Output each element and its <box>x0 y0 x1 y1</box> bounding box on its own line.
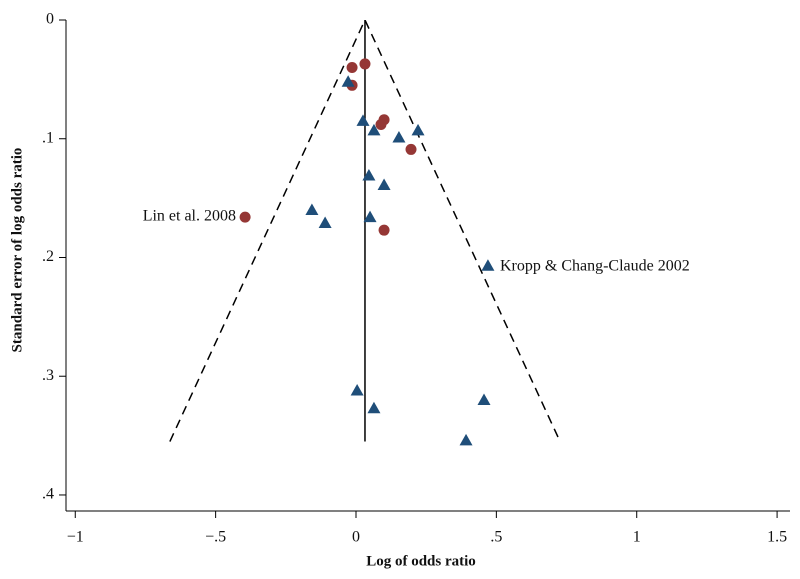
triangle-point <box>459 433 473 446</box>
x-tick-label: −1 <box>67 529 84 546</box>
triangle-point <box>350 383 364 396</box>
funnel-line <box>169 18 561 442</box>
x-tick-label: −.5 <box>205 529 226 546</box>
y-tick-label: .4 <box>42 486 54 503</box>
y-tick-label: 0 <box>46 11 54 28</box>
x-tick-label: 0 <box>352 529 360 546</box>
triangle-point <box>363 210 377 223</box>
y-tick-label: .1 <box>42 129 54 146</box>
circle-point <box>239 211 251 223</box>
triangle-point <box>356 114 370 126</box>
x-tick-label: 1 <box>633 529 641 546</box>
circle-point <box>375 118 387 130</box>
triangle-point <box>362 169 376 181</box>
circle-point <box>346 61 358 73</box>
triangle-point <box>367 123 381 136</box>
y-tick-label: .3 <box>42 367 54 384</box>
circle-point <box>378 224 390 236</box>
triangle-point <box>367 401 381 414</box>
triangle-point <box>341 75 355 87</box>
y-axis-title: Standard error of log odds ratio <box>9 148 25 353</box>
triangle-point <box>377 178 391 191</box>
triangle-point <box>318 216 332 229</box>
triangle-point <box>305 203 319 215</box>
x-tick-label: 1.5 <box>767 529 787 546</box>
annotation: Lin et al. 2008 <box>143 208 236 225</box>
triangle-point <box>477 393 491 405</box>
triangle-point <box>392 131 406 143</box>
annotation: Kropp & Chang-Claude 2002 <box>500 258 690 275</box>
x-tick-label: .5 <box>490 529 502 546</box>
triangle-point <box>481 259 495 271</box>
triangle-point <box>411 123 425 136</box>
x-axis-title: Log of odds ratio <box>366 553 476 569</box>
circle-point <box>359 58 371 70</box>
y-tick-label: .2 <box>42 248 54 265</box>
circle-point <box>405 143 417 155</box>
